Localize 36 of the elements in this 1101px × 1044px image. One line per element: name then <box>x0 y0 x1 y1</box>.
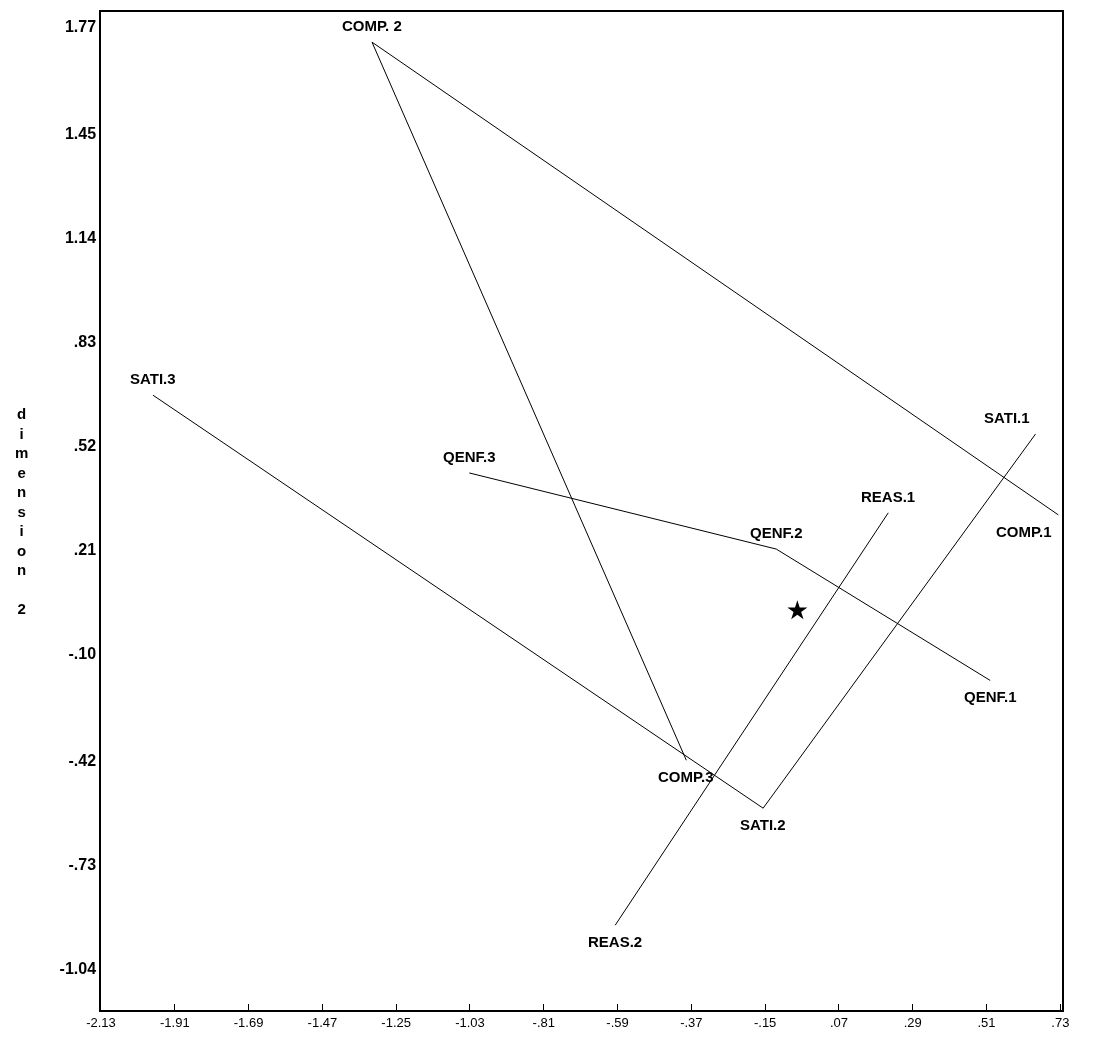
x-tick-label: .07 <box>829 1015 848 1031</box>
annotation: REAS.1 <box>861 488 916 505</box>
annotation: COMP. 2 <box>342 17 402 34</box>
annotation: COMP.1 <box>996 523 1052 540</box>
x-tick-label: -.37 <box>680 1015 703 1031</box>
x-tick-label: -2.13 <box>86 1015 116 1031</box>
annotation: REAS.2 <box>588 933 643 950</box>
annotation: QENF.2 <box>750 524 803 541</box>
x-tick-label: .73 <box>1051 1015 1070 1031</box>
x-tick-label: -.15 <box>753 1015 777 1031</box>
y-tick-label: -.73 <box>68 855 97 873</box>
x-tick-label: -.81 <box>532 1015 555 1031</box>
text: dimension 2 <box>15 405 29 617</box>
y-tick-label: 1.77 <box>64 17 97 35</box>
annotation: QENF.3 <box>443 448 496 465</box>
annotation: SATI.1 <box>984 409 1030 426</box>
y-tick-label: .21 <box>73 540 97 558</box>
y-tick-label: -.10 <box>68 644 97 662</box>
annotation: QENF.1 <box>964 688 1017 705</box>
x-tick-label: -1.03 <box>455 1015 485 1031</box>
y-tick-label: -1.04 <box>59 959 97 977</box>
x-tick-label: -1.91 <box>159 1015 190 1031</box>
x-tick-label: -1.25 <box>381 1015 411 1031</box>
annotation: SATI.3 <box>130 370 176 387</box>
annotation: SATI.2 <box>740 816 786 833</box>
y-tick-label: -.42 <box>68 751 97 769</box>
x-tick-label: .51 <box>977 1015 996 1031</box>
x-tick-label: -1.69 <box>233 1015 264 1031</box>
y-tick-label: 1.45 <box>64 124 97 142</box>
y-tick-label: .83 <box>73 332 97 350</box>
x-tick-label: -.59 <box>606 1015 629 1031</box>
y-tick-label: .52 <box>73 436 97 454</box>
y-tick-label: 1.14 <box>64 228 97 246</box>
x-tick-label: -1.47 <box>307 1015 338 1031</box>
annotation: COMP.3 <box>658 768 714 785</box>
x-tick-label: .29 <box>903 1015 922 1031</box>
